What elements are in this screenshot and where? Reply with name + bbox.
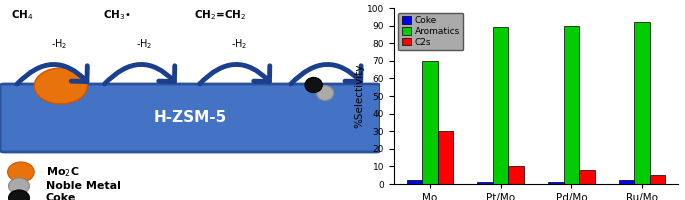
Ellipse shape	[8, 162, 34, 182]
FancyArrowPatch shape	[199, 64, 270, 84]
Text: CH$_3$•: CH$_3$•	[103, 8, 130, 22]
Bar	[579, 170, 595, 184]
Bar	[423, 61, 438, 184]
Bar	[634, 22, 649, 184]
Bar	[619, 180, 634, 184]
Text: CH$_2$=CH$_2$: CH$_2$=CH$_2$	[194, 8, 246, 22]
Bar	[564, 26, 579, 184]
Ellipse shape	[34, 68, 88, 104]
Text: Coke: Coke	[46, 193, 76, 200]
Bar	[508, 166, 524, 184]
Bar	[477, 182, 493, 184]
FancyArrowPatch shape	[105, 64, 175, 84]
Ellipse shape	[305, 77, 323, 93]
Bar	[407, 180, 423, 184]
Text: CH$_4$: CH$_4$	[12, 8, 34, 22]
Ellipse shape	[316, 85, 334, 101]
Text: -H$_2$: -H$_2$	[232, 37, 248, 51]
Legend: Coke, Aromatics, C2s: Coke, Aromatics, C2s	[399, 13, 464, 50]
Bar	[438, 131, 453, 184]
Text: -H$_2$: -H$_2$	[136, 37, 153, 51]
Text: Mo$_2$C: Mo$_2$C	[46, 165, 79, 179]
Ellipse shape	[8, 178, 29, 194]
Y-axis label: %Selectivity: %Selectivity	[354, 64, 364, 128]
Ellipse shape	[8, 190, 29, 200]
Text: -H$_2$: -H$_2$	[51, 37, 67, 51]
FancyArrowPatch shape	[17, 64, 87, 84]
Bar	[548, 182, 564, 184]
Bar	[649, 175, 665, 184]
Text: Noble Metal: Noble Metal	[46, 181, 121, 191]
Bar	[493, 27, 508, 184]
Text: H-ZSM-5: H-ZSM-5	[153, 110, 227, 124]
FancyArrowPatch shape	[291, 64, 361, 84]
FancyBboxPatch shape	[0, 84, 380, 152]
